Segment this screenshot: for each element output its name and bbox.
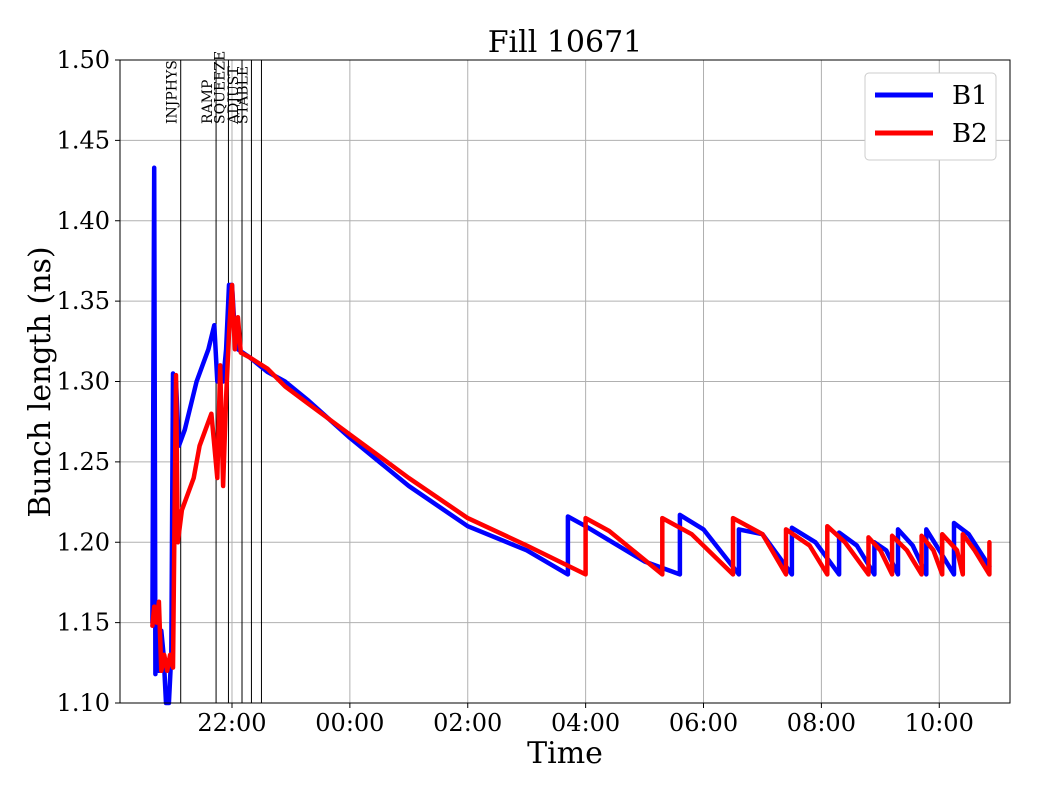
x-axis-ticks: 22:00 00:00 02:00 04:00 06:00 08:00 10:00 [197, 703, 974, 737]
legend-label-b1: B1 [952, 81, 988, 111]
y-axis-ticks: 1.10 1.15 1.20 1.25 1.30 1.35 1.40 1.45 1.50 [57, 46, 120, 717]
x-tick-label: 06:00 [669, 709, 738, 737]
x-tick-label: 04:00 [551, 709, 620, 737]
y-tick-label: 1.40 [57, 207, 110, 235]
phase-label: ADJUST [226, 66, 242, 125]
y-axis-label: Bunch length (ns) [23, 246, 58, 517]
grid [120, 59, 1010, 704]
phase-label: SQUEEZE [212, 51, 228, 124]
legend: B1 B2 [864, 72, 997, 161]
chart-title: Fill 10671 [488, 25, 643, 60]
legend-label-b2: B2 [952, 119, 988, 149]
y-tick-label: 1.50 [57, 46, 110, 74]
phase-label: INJPHYS [165, 60, 181, 124]
series-lines [150, 165, 992, 706]
x-tick-label: 10:00 [905, 709, 974, 737]
x-tick-label: 00:00 [315, 709, 384, 737]
y-tick-label: 1.10 [57, 689, 110, 717]
y-tick-label: 1.25 [57, 448, 110, 476]
phase-label: STABLE [235, 66, 251, 124]
y-tick-label: 1.35 [57, 287, 110, 315]
y-tick-label: 1.20 [57, 528, 110, 556]
x-axis-label: Time [527, 736, 603, 771]
x-tick-label: 02:00 [433, 709, 502, 737]
y-tick-label: 1.45 [57, 126, 110, 154]
y-tick-label: 1.30 [57, 368, 110, 396]
y-tick-label: 1.15 [57, 609, 110, 637]
phase-label: RAMP [200, 80, 216, 124]
x-tick-label: 22:00 [197, 709, 266, 737]
x-tick-label: 08:00 [787, 709, 856, 737]
series-line-b2 [150, 282, 992, 674]
